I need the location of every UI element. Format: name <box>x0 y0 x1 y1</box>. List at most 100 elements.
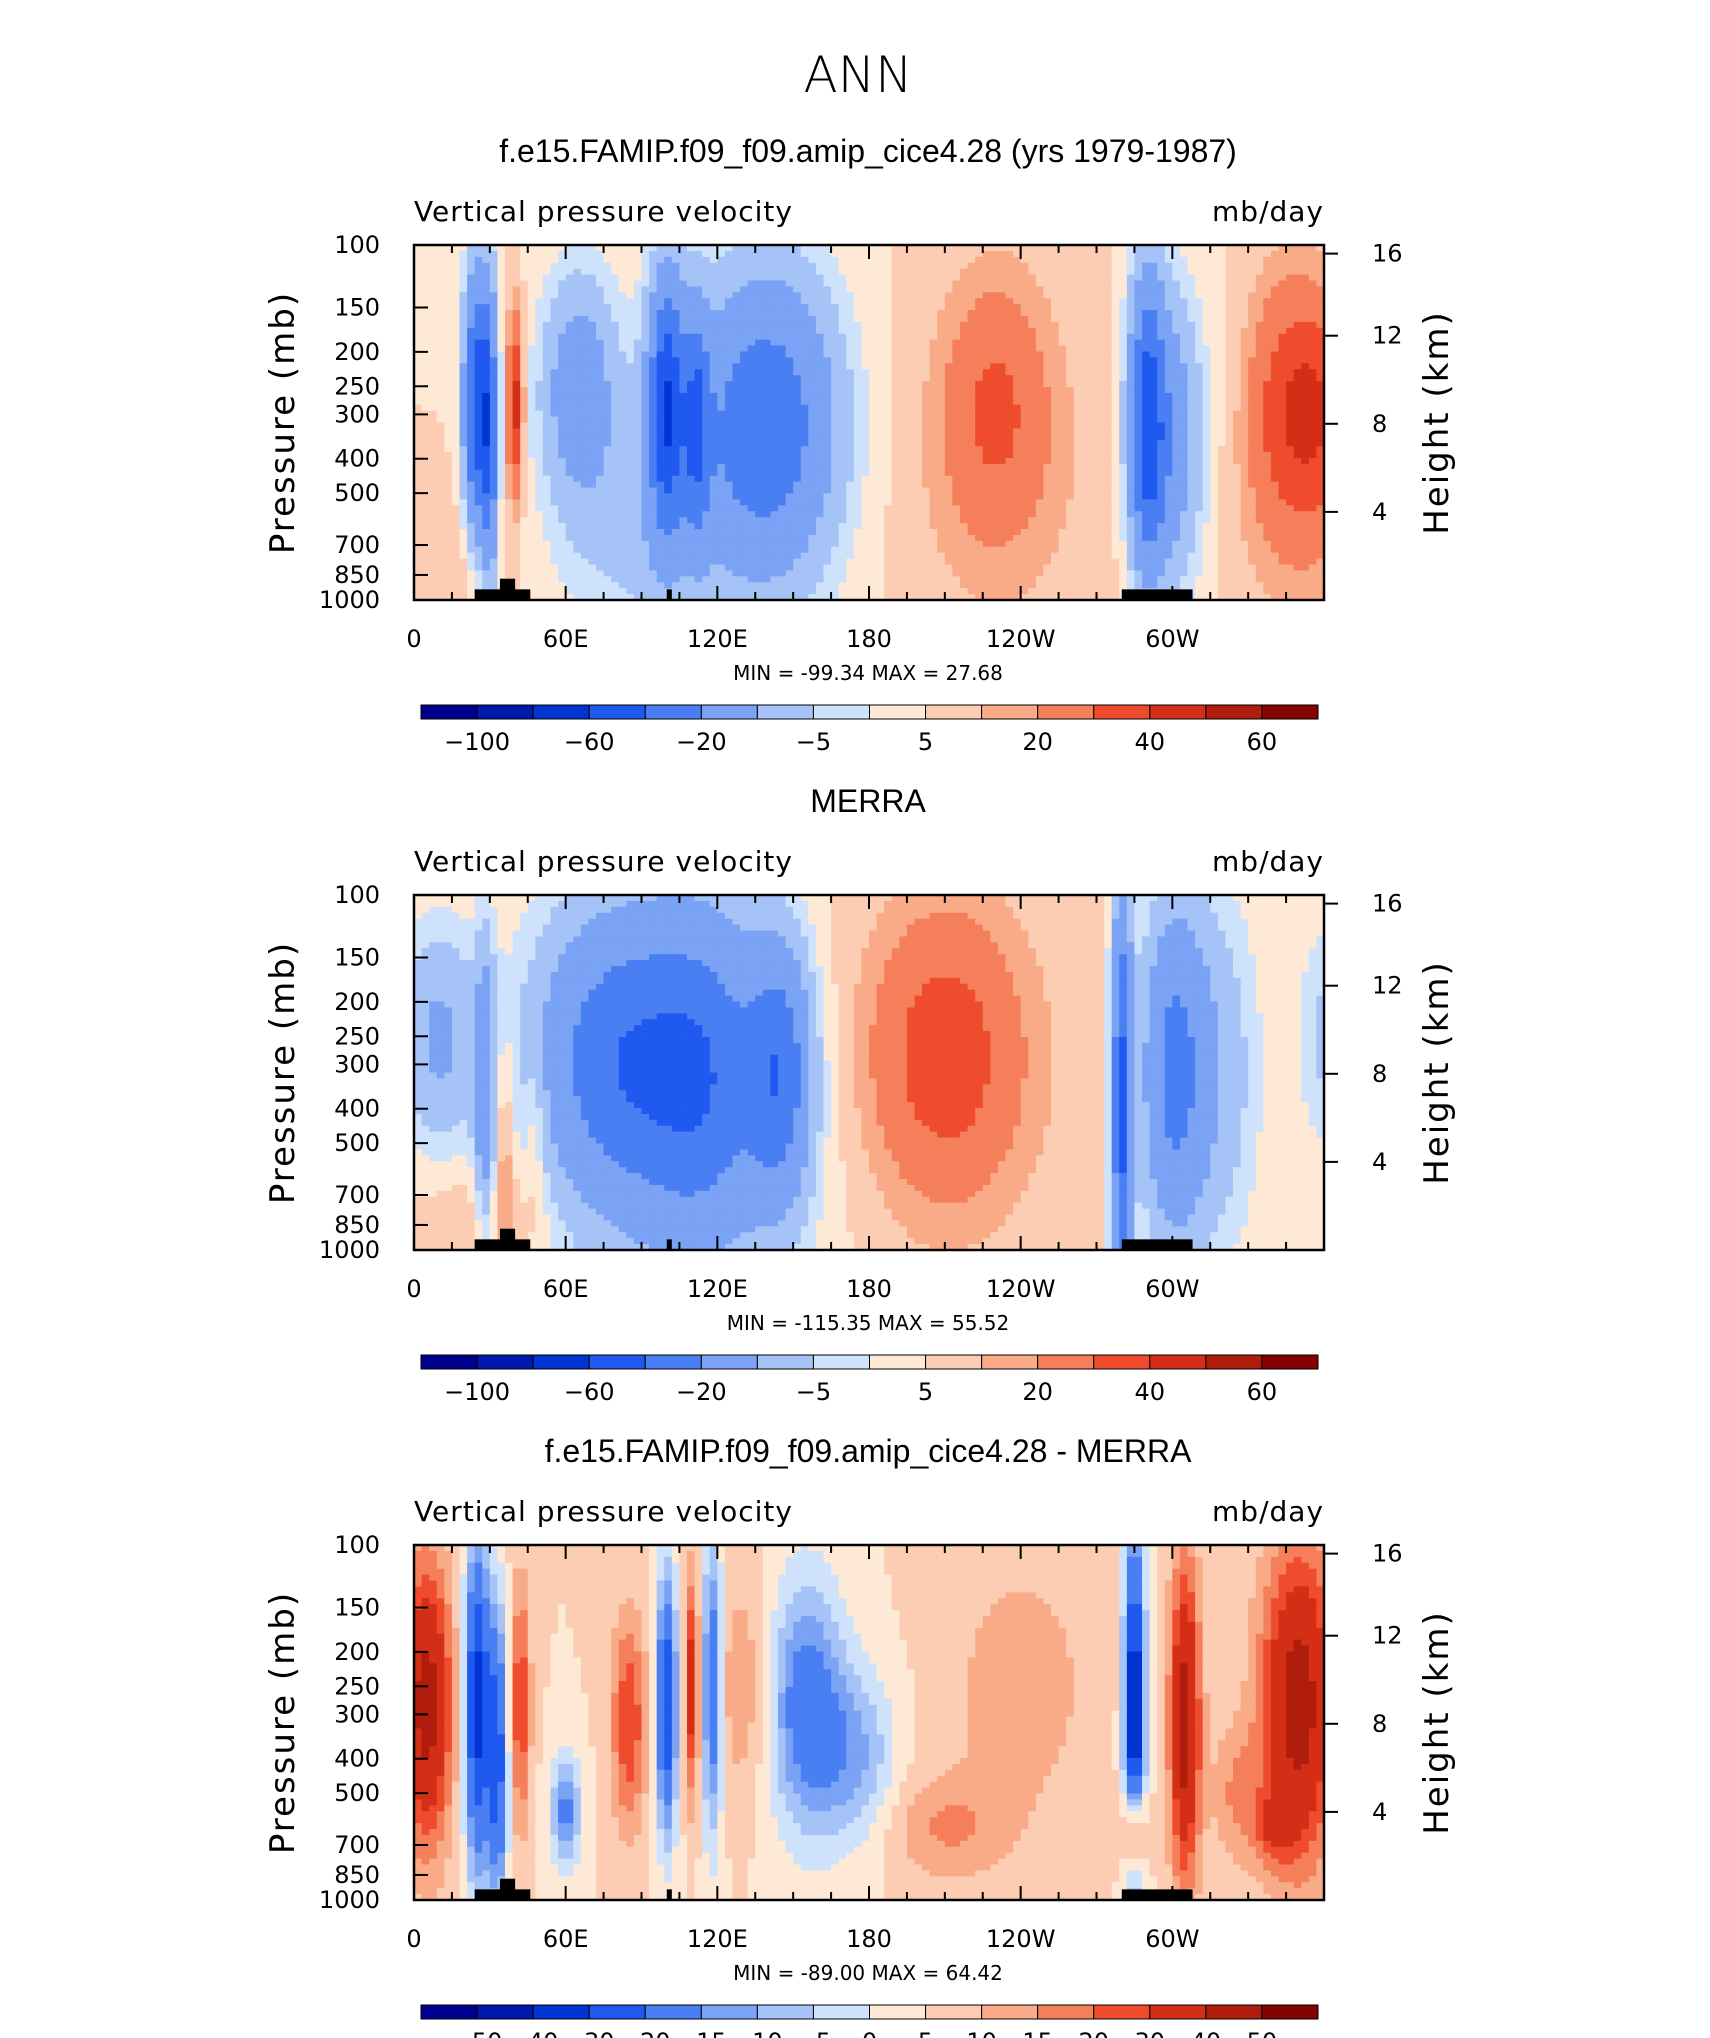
field-cell <box>474 274 483 282</box>
field-cell <box>512 428 521 435</box>
field-cell <box>1278 434 1287 441</box>
field-cell <box>444 410 453 418</box>
field-cell <box>884 463 893 471</box>
field-cell <box>527 268 536 276</box>
field-cell <box>436 310 445 317</box>
field-cell <box>1028 440 1037 447</box>
field-cell <box>482 369 491 376</box>
field-cell <box>1210 298 1219 305</box>
field-cell <box>990 268 999 276</box>
field-cell <box>459 250 468 258</box>
field-cell <box>823 286 832 293</box>
field-cell <box>747 416 756 424</box>
field-cell <box>482 452 491 459</box>
field-cell <box>1248 475 1257 483</box>
field-cell <box>846 475 855 483</box>
field-cell <box>421 369 430 376</box>
field-cell <box>717 304 726 311</box>
field-cell <box>436 440 445 447</box>
field-cell <box>414 268 423 276</box>
field-cell <box>687 428 696 435</box>
field-cell <box>694 422 703 430</box>
field-cell <box>1316 333 1325 341</box>
field-cell <box>937 375 946 382</box>
field-cell <box>588 298 597 305</box>
field-cell <box>937 422 946 430</box>
field-cell <box>482 316 491 323</box>
field-cell <box>997 440 1007 447</box>
field-cell <box>922 327 931 335</box>
field-cell <box>891 440 900 447</box>
field-cell <box>1202 410 1211 418</box>
field-cell <box>1255 357 1264 364</box>
field-cell <box>512 404 521 412</box>
field-cell <box>596 357 605 364</box>
field-cell <box>740 440 749 447</box>
field-cell <box>687 452 696 459</box>
field-cell <box>1263 345 1272 353</box>
field-cell <box>967 345 976 353</box>
field-cell <box>671 345 681 353</box>
field-cell <box>1096 345 1105 353</box>
field-cell <box>1028 298 1037 305</box>
field-cell <box>975 475 984 483</box>
field-cell <box>975 262 984 270</box>
field-cell <box>687 375 696 382</box>
field-cell <box>489 280 499 288</box>
field-cell <box>1172 458 1181 465</box>
field-cell <box>1270 422 1280 430</box>
field-cell <box>1293 256 1302 264</box>
field-cell <box>489 422 499 430</box>
field-cell <box>565 434 574 441</box>
field-cell <box>596 286 605 293</box>
field-cell <box>497 410 506 418</box>
field-cell <box>451 446 461 453</box>
field-cell <box>793 268 802 276</box>
field-cell <box>1035 434 1045 441</box>
field-cell <box>967 469 976 477</box>
field-cell <box>884 392 893 400</box>
field-cell <box>505 440 514 447</box>
field-cell <box>1157 458 1166 465</box>
field-cell <box>1149 469 1158 477</box>
field-cell <box>944 268 954 276</box>
field-cell <box>831 481 840 489</box>
field-cell <box>724 321 734 329</box>
field-cell <box>838 434 847 441</box>
field-cell <box>664 339 673 347</box>
field-cell <box>656 434 665 441</box>
field-cell <box>1157 452 1166 459</box>
field-cell <box>1157 463 1166 471</box>
field-cell <box>762 333 772 341</box>
field-cell <box>641 410 650 418</box>
field-cell <box>831 339 840 347</box>
field-cell <box>542 310 552 317</box>
field-cell <box>876 250 885 258</box>
field-cell <box>1013 363 1022 370</box>
field-cell <box>694 434 703 441</box>
field-cell <box>1217 463 1227 471</box>
field-cell <box>717 339 726 347</box>
field-cell <box>906 310 916 317</box>
field-cell <box>1308 475 1318 483</box>
field-cell <box>1081 469 1090 477</box>
field-cell <box>489 416 499 424</box>
field-cell <box>899 428 908 435</box>
field-cell <box>633 250 643 258</box>
field-cell <box>1028 458 1037 465</box>
field-cell <box>869 458 878 465</box>
field-cell <box>580 428 590 435</box>
field-cell <box>1051 345 1060 353</box>
field-cell <box>588 392 597 400</box>
field-cell <box>429 321 438 329</box>
field-cell <box>596 310 605 317</box>
field-cell <box>1142 463 1151 471</box>
field-cell <box>1248 481 1257 489</box>
field-cell <box>565 280 574 288</box>
field-cell <box>1020 469 1029 477</box>
field-cell <box>732 351 741 359</box>
field-cell <box>876 398 885 406</box>
field-cell <box>732 339 741 347</box>
field-cell <box>497 463 506 471</box>
field-cell <box>831 487 840 495</box>
